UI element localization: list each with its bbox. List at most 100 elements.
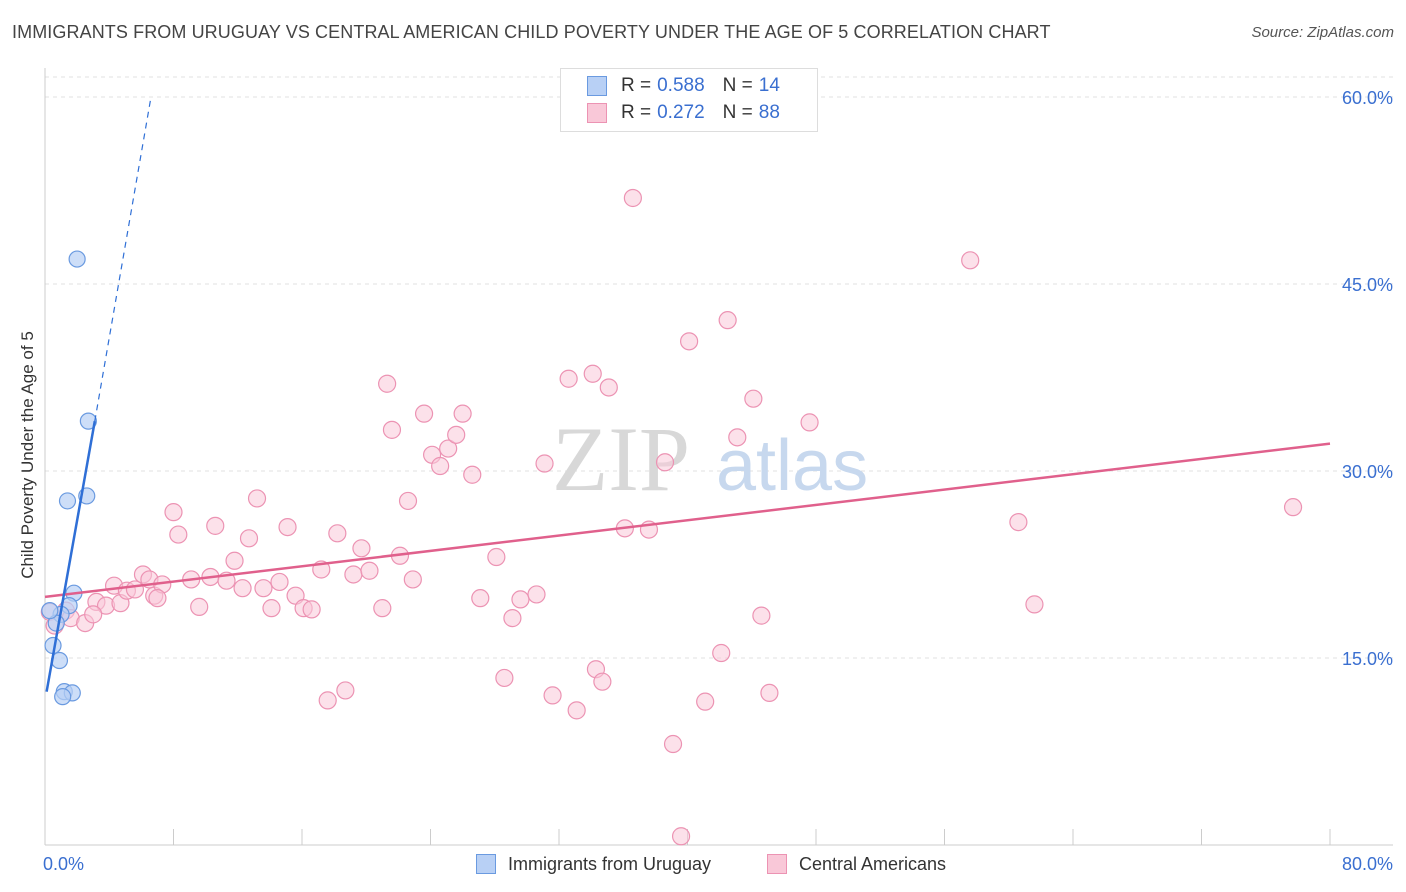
central-americans-point (382, 420, 402, 439)
central-americans-point (278, 517, 297, 537)
bottom-legend-swatch-uruguay (476, 854, 496, 874)
central-americans-point (439, 439, 458, 458)
central-americans-point (718, 311, 737, 330)
y-tick-label: 30.0% (1342, 462, 1393, 482)
bottom-legend-uruguay: Immigrants from Uruguay (476, 852, 711, 876)
central-americans-point (599, 378, 618, 397)
legend-r-value-uruguay: 0.588 (657, 75, 705, 96)
x-tick-label-max: 80.0% (1342, 854, 1393, 874)
bottom-legend-swatch-central (767, 854, 787, 874)
uruguay-point (54, 688, 72, 706)
uruguay-point (79, 412, 97, 430)
legend-r-label: R = (621, 102, 652, 123)
central-americans-point (352, 539, 371, 558)
central-americans-point (623, 188, 642, 208)
central-americans-point (567, 701, 586, 720)
central-americans-point (1009, 513, 1028, 532)
central-americans-point (164, 503, 183, 522)
central-americans-point (344, 565, 363, 584)
uruguay-point (41, 602, 59, 620)
central-americans-point (262, 599, 281, 618)
y-axis-label: Child Poverty Under the Age of 5 (18, 331, 37, 579)
central-americans-point (148, 589, 167, 608)
central-americans-point (270, 572, 289, 592)
central-americans-point (398, 491, 418, 511)
central-americans-point (1283, 498, 1303, 517)
legend-swatch-uruguay (587, 76, 607, 96)
bottom-legend-label-central: Central Americans (799, 853, 947, 874)
legend-n-label: N = (722, 102, 753, 123)
central-americans-point (583, 364, 602, 383)
legend-n-value-uruguay: 14 (758, 75, 780, 96)
central-americans-point (414, 404, 434, 423)
legend-swatch-central (587, 103, 607, 123)
source-label: Source: ZipAtlas.com (1251, 24, 1394, 41)
central-americans-point (225, 551, 244, 570)
uruguay-trend-line (45, 420, 97, 692)
central-americans-point (487, 547, 506, 567)
central-americans-point (453, 404, 472, 423)
central-americans-point (447, 425, 466, 444)
grid-layer (45, 76, 1393, 659)
central-americans-point (511, 590, 530, 609)
y-tick-label: 15.0% (1342, 649, 1393, 669)
central-americans-point (712, 643, 731, 663)
central-americans-point (431, 456, 450, 476)
central-americans-point (527, 585, 546, 604)
central-americans-point (800, 413, 819, 432)
legend: R = 0.588 N = 14 R = 0.272 N = 88 (560, 68, 818, 132)
central-americans-point (495, 668, 514, 688)
central-americans-point (336, 681, 355, 700)
chart-title: IMMIGRANTS FROM URUGUAY VS CENTRAL AMERI… (12, 22, 1051, 42)
central-americans-point (360, 561, 379, 580)
legend-n-label: N = (722, 75, 753, 96)
central-americans-point (233, 579, 252, 598)
central-americans-point (503, 609, 522, 628)
central-americans-point (403, 570, 422, 589)
uruguay-points (41, 250, 97, 706)
central-americans-point (559, 369, 578, 388)
y-tick-label: 60.0% (1342, 88, 1393, 108)
central-americans-point (84, 605, 103, 624)
legend-r-value-central: 0.272 (657, 102, 705, 123)
central-americans-point (671, 827, 691, 846)
y-tick-label: 45.0% (1342, 275, 1393, 295)
legend-row-central: R = 0.272 N = 88 (587, 100, 798, 126)
legend-n-value-central: 88 (758, 102, 780, 123)
central-americans-point (593, 672, 612, 691)
central-americans-point (752, 606, 771, 625)
central-americans-point (680, 332, 699, 351)
central-americans-point (206, 516, 225, 535)
central-americans-point (728, 428, 747, 447)
axes-layer (44, 68, 1393, 846)
central-americans-point (247, 489, 267, 508)
central-americans-point (328, 524, 347, 543)
central-americans-point (378, 374, 397, 393)
uruguay-point (68, 250, 86, 268)
central-americans-point (961, 251, 980, 270)
bottom-legend-label-uruguay: Immigrants from Uruguay (508, 853, 712, 874)
central-americans-trend-line (44, 442, 1331, 599)
central-americans-point (239, 529, 259, 548)
uruguay-point (58, 492, 77, 510)
central-americans-point (125, 580, 145, 599)
central-americans-point (655, 453, 675, 472)
legend-row-uruguay: R = 0.588 N = 14 (587, 73, 798, 99)
central-americans-point (760, 683, 779, 703)
central-americans-point (543, 686, 562, 705)
central-americans-point (169, 525, 188, 544)
central-americans-point (302, 600, 321, 619)
central-americans-points (40, 188, 1303, 846)
central-americans-point (318, 691, 337, 710)
central-americans-point (463, 465, 482, 484)
central-americans-point (190, 597, 209, 616)
central-americans-point (696, 692, 715, 711)
central-americans-point (744, 389, 763, 408)
watermark: ZIP atlas (552, 408, 868, 510)
legend-r-label: R = (621, 75, 652, 96)
central-americans-point (373, 599, 392, 618)
uruguay-trend-extension (94, 96, 152, 422)
central-americans-point (471, 589, 490, 608)
bottom-legend-central: Central Americans (767, 852, 946, 876)
